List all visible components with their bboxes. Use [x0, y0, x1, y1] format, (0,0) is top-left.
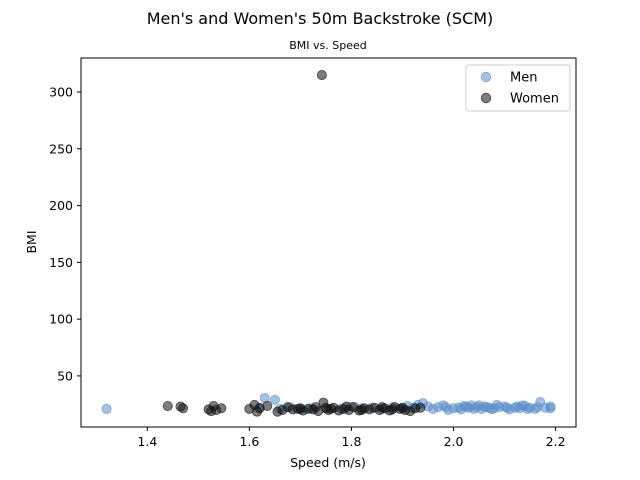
data-point-women	[162, 400, 173, 411]
x-axis-ticks: 1.4 1.6 1.8 2.0 2.2	[137, 427, 566, 449]
data-point-women	[316, 70, 327, 81]
y-axis-label: BMI	[24, 230, 39, 253]
data-point-women	[415, 402, 426, 413]
data-point-men	[101, 403, 112, 414]
legend: Men Women	[465, 64, 571, 112]
legend-frame	[465, 64, 571, 112]
data-point-men	[545, 403, 556, 414]
data-point-women	[397, 402, 408, 413]
legend-marker-men	[480, 71, 492, 83]
plot-frame	[80, 57, 577, 428]
data-point-women	[295, 403, 306, 414]
data-point-women	[262, 400, 273, 411]
data-point-women	[387, 404, 398, 415]
data-point-men	[440, 402, 451, 413]
data-point-men	[532, 402, 543, 413]
y-tick-label: 150	[49, 255, 73, 270]
y-tick-label: 100	[49, 312, 73, 327]
points-layer	[101, 70, 556, 417]
data-point-men	[466, 400, 477, 411]
data-point-men	[269, 394, 280, 405]
data-point-women	[178, 403, 189, 414]
y-tick-label: 250	[49, 141, 73, 156]
figure-title: Men's and Women's 50m Backstroke (SCM)	[147, 9, 494, 28]
x-tick-label: 2.0	[444, 434, 464, 449]
y-tick-label: 300	[49, 85, 73, 100]
data-point-women	[310, 402, 321, 413]
data-point-women	[216, 403, 227, 414]
x-tick-label: 2.2	[546, 434, 566, 449]
chart-subtitle: BMI vs. Speed	[289, 39, 367, 52]
data-point-men	[517, 400, 528, 411]
data-point-men	[456, 404, 467, 415]
legend-label-men: Men	[510, 71, 537, 86]
data-point-women	[356, 404, 367, 415]
data-point-women	[341, 401, 352, 412]
legend-marker-women	[480, 92, 492, 104]
x-tick-label: 1.8	[342, 434, 362, 449]
data-point-women	[326, 403, 337, 414]
y-tick-label: 200	[49, 198, 73, 213]
legend-label-women: Women	[510, 92, 559, 107]
x-tick-label: 1.4	[137, 434, 157, 449]
data-point-women	[377, 402, 388, 413]
y-axis-ticks: 50 100 150 200 250 300	[49, 85, 81, 383]
x-tick-label: 1.6	[239, 434, 259, 449]
data-point-men	[502, 402, 513, 413]
y-tick-label: 50	[57, 368, 73, 383]
data-point-men	[486, 404, 497, 415]
x-axis-label: Speed (m/s)	[290, 455, 366, 470]
